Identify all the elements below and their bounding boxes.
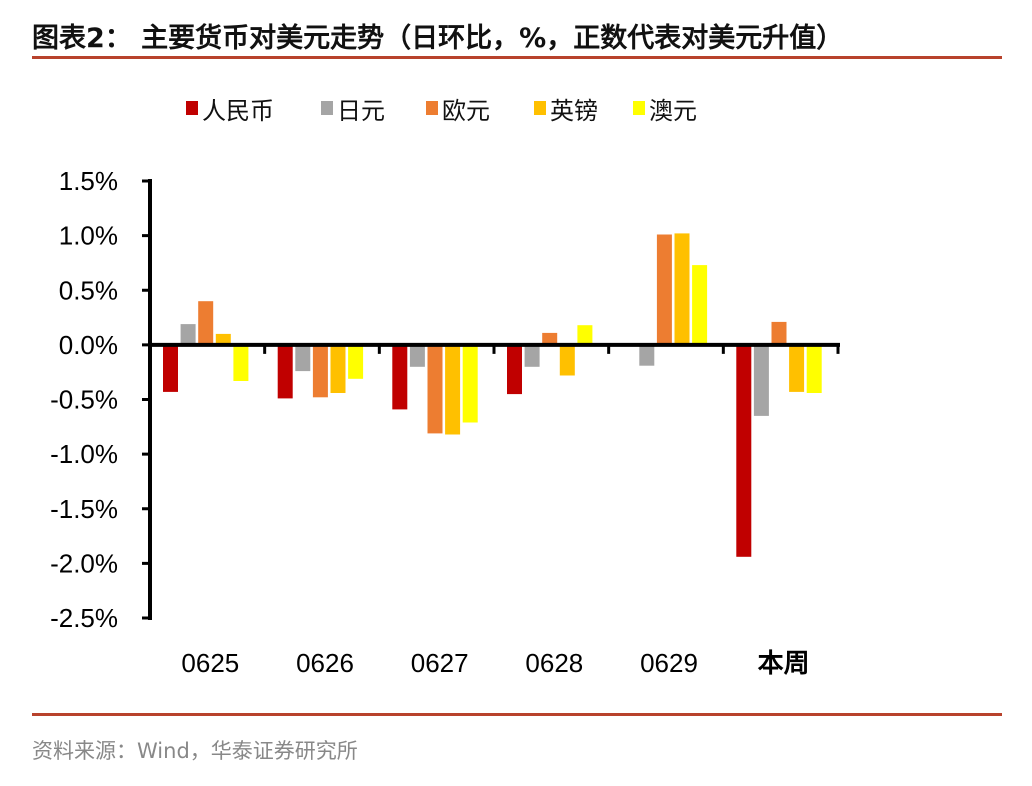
bar <box>736 344 752 557</box>
bar <box>674 233 690 345</box>
bar <box>409 344 425 367</box>
bar <box>559 344 575 376</box>
bar <box>277 344 293 399</box>
bar <box>639 344 655 366</box>
bar <box>692 265 708 345</box>
legend-label: 日元 <box>337 97 385 125</box>
bar <box>542 332 558 345</box>
title-divider <box>32 56 1002 59</box>
x-category-label: 0625 <box>181 648 239 678</box>
legend-swatch <box>186 101 198 115</box>
bar <box>330 344 346 393</box>
bar <box>507 344 522 395</box>
bar <box>656 234 672 345</box>
bar <box>577 325 593 345</box>
legend-label: 澳元 <box>649 97 697 125</box>
bar <box>180 324 196 345</box>
x-category-label: 0629 <box>640 648 698 678</box>
bar <box>771 321 787 345</box>
legend-swatch <box>426 101 438 115</box>
bar <box>348 344 364 379</box>
x-category-label: 0626 <box>296 648 354 678</box>
x-category-label: 本周 <box>758 648 810 678</box>
x-tick-labels: 0625 0626 0627 0628 0629 本周 <box>181 648 809 678</box>
bar <box>524 344 540 367</box>
x-category-label: 0627 <box>411 648 469 678</box>
legend-label: 人民币 <box>202 97 274 125</box>
legend-swatch <box>633 101 645 115</box>
legend-swatch <box>534 101 546 115</box>
bar <box>462 344 478 423</box>
chart-title: 图表2： 主要货币对美元走势（日环比，%，正数代表对美元升值） <box>32 23 844 54</box>
y-tick-label: 1.0% <box>59 221 118 251</box>
y-tick-label: 0.0% <box>59 330 118 360</box>
y-tick-label: -1.5% <box>50 494 118 524</box>
footer-divider <box>32 713 1002 716</box>
x-category-label: 0628 <box>525 648 583 678</box>
y-tick-label: 0.5% <box>59 275 118 305</box>
y-tick-label: -1.0% <box>50 439 118 469</box>
bar <box>163 344 178 392</box>
bars <box>163 233 822 557</box>
bar <box>789 344 805 392</box>
y-tick-label: 1.5% <box>59 166 118 196</box>
bar <box>427 344 443 434</box>
legend-swatch <box>321 101 333 115</box>
bar <box>198 301 214 345</box>
y-tick-labels: 1.5% 1.0% 0.5% 0.0% -0.5% -1.0% -1.5% -2.0% -2.5… <box>50 166 118 633</box>
bar <box>233 344 249 381</box>
y-tick-label: -2.5% <box>50 603 118 633</box>
legend: 人民币 日元 欧元 英镑 澳元 <box>186 97 697 125</box>
source-note: 资料来源：Wind，华泰证券研究所 <box>32 739 358 763</box>
axes <box>142 179 840 620</box>
bar <box>753 344 769 416</box>
bar <box>445 344 461 435</box>
y-tick-label: -2.0% <box>50 548 118 578</box>
bar <box>295 344 311 372</box>
bar <box>215 333 231 345</box>
bar <box>806 344 822 393</box>
y-tick-label: -0.5% <box>50 385 118 415</box>
legend-label: 欧元 <box>442 97 490 125</box>
bar <box>392 344 408 410</box>
legend-label: 英镑 <box>550 97 598 125</box>
bar <box>312 344 328 398</box>
